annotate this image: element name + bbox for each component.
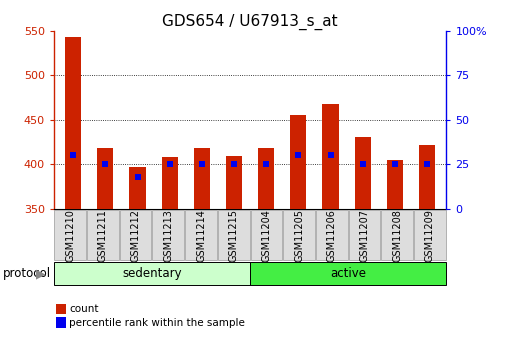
Bar (129, 167, 146, 209)
Text: GSM11212: GSM11212 (131, 209, 141, 262)
Text: GSM11205: GSM11205 (294, 209, 304, 262)
Text: GSM11211: GSM11211 (98, 209, 108, 262)
Text: GSM11206: GSM11206 (327, 209, 337, 262)
Bar (290, 115, 306, 209)
Text: active: active (330, 267, 366, 280)
Bar (419, 145, 435, 209)
Bar (354, 137, 371, 209)
Bar (162, 157, 177, 209)
Title: GDS654 / U67913_s_at: GDS654 / U67913_s_at (162, 13, 338, 30)
Text: GSM11213: GSM11213 (163, 209, 173, 262)
Bar (226, 156, 242, 209)
Text: ▶: ▶ (36, 267, 46, 280)
Text: percentile rank within the sample: percentile rank within the sample (69, 318, 245, 327)
Text: GSM11214: GSM11214 (196, 209, 206, 262)
Bar (323, 104, 339, 209)
Text: GSM11215: GSM11215 (229, 209, 239, 262)
Text: sedentary: sedentary (122, 267, 182, 280)
Text: count: count (69, 304, 99, 314)
Text: GSM11208: GSM11208 (392, 209, 402, 262)
Text: GSM11204: GSM11204 (262, 209, 271, 262)
Bar (258, 148, 274, 209)
Bar (97, 148, 113, 209)
Text: GSM11210: GSM11210 (65, 209, 75, 262)
Bar (65, 37, 81, 209)
Bar (194, 148, 210, 209)
Text: GSM11209: GSM11209 (425, 209, 435, 262)
Bar (387, 160, 403, 209)
Text: GSM11207: GSM11207 (360, 209, 369, 262)
Text: protocol: protocol (3, 267, 51, 280)
